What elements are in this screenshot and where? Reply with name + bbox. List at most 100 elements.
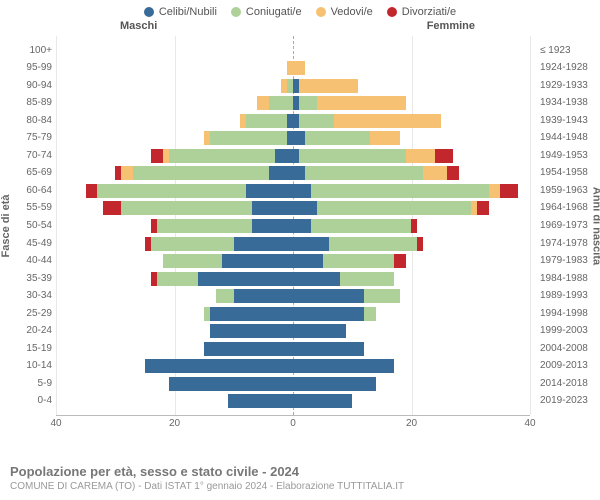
bar-segment bbox=[145, 359, 293, 373]
bar-segment bbox=[317, 201, 471, 215]
male-bar bbox=[145, 359, 293, 374]
y-left-label: 35-39 bbox=[0, 274, 52, 284]
bar-segment bbox=[157, 219, 252, 233]
legend-swatch bbox=[144, 7, 154, 17]
male-bar bbox=[204, 342, 293, 357]
male-bar bbox=[86, 184, 293, 199]
female-bar bbox=[293, 342, 364, 357]
legend-item: Divorziati/e bbox=[387, 6, 456, 18]
bar-segment bbox=[293, 184, 311, 198]
column-headers: Maschi Femmine bbox=[0, 20, 600, 36]
legend-item: Coniugati/e bbox=[231, 6, 302, 18]
female-bar bbox=[293, 96, 406, 111]
bar-segment bbox=[411, 219, 417, 233]
male-bar bbox=[115, 166, 293, 181]
male-bar bbox=[240, 114, 293, 129]
bar-segment bbox=[86, 184, 98, 198]
bar-segment bbox=[500, 184, 518, 198]
y-left-label: 45-49 bbox=[0, 239, 52, 249]
bar-segment bbox=[121, 201, 251, 215]
y-left-label: 20-24 bbox=[0, 326, 52, 336]
bar-segment bbox=[222, 254, 293, 268]
y-left-label: 30-34 bbox=[0, 291, 52, 301]
grid-line bbox=[56, 36, 57, 415]
bar-segment bbox=[293, 254, 323, 268]
x-tick-label: 0 bbox=[290, 418, 296, 429]
legend-swatch bbox=[231, 7, 241, 17]
bar-segment bbox=[293, 131, 305, 145]
y-left-label: 40-44 bbox=[0, 256, 52, 266]
female-bar bbox=[293, 272, 394, 287]
bar-segment bbox=[311, 184, 489, 198]
male-bar bbox=[151, 149, 293, 164]
y-left-label: 65-69 bbox=[0, 168, 52, 178]
legend-label: Vedovi/e bbox=[331, 6, 373, 18]
bar-segment bbox=[293, 377, 376, 391]
bar-segment bbox=[169, 377, 293, 391]
y-left-label: 70-74 bbox=[0, 151, 52, 161]
bar-segment bbox=[293, 307, 364, 321]
y-left-label: 50-54 bbox=[0, 221, 52, 231]
y-right-label: 2014-2018 bbox=[540, 379, 600, 389]
bar-segment bbox=[406, 149, 436, 163]
bar-segment bbox=[275, 149, 293, 163]
y-left-label: 0-4 bbox=[0, 396, 52, 406]
legend-swatch bbox=[316, 7, 326, 17]
y-right-label: 2019-2023 bbox=[540, 396, 600, 406]
y-left-label: 75-79 bbox=[0, 133, 52, 143]
bar-segment bbox=[293, 166, 305, 180]
x-tick-label: 20 bbox=[169, 418, 180, 429]
bar-segment bbox=[293, 272, 340, 286]
y-left-label: 95-99 bbox=[0, 63, 52, 73]
chart-subtitle: COMUNE DI CAREMA (TO) - Dati ISTAT 1° ge… bbox=[10, 481, 590, 492]
female-bar bbox=[293, 394, 352, 409]
bar-segment bbox=[323, 254, 394, 268]
bar-segment bbox=[311, 219, 412, 233]
bar-segment bbox=[340, 272, 393, 286]
bar-segment bbox=[216, 289, 234, 303]
bar-segment bbox=[252, 201, 293, 215]
bar-segment bbox=[293, 394, 352, 408]
male-bar bbox=[216, 289, 293, 304]
y-right-label: 2004-2008 bbox=[540, 344, 600, 354]
female-bar bbox=[293, 289, 400, 304]
female-bar bbox=[293, 149, 453, 164]
female-bar bbox=[293, 324, 346, 339]
y-right-label: 1984-1988 bbox=[540, 274, 600, 284]
male-bar bbox=[210, 324, 293, 339]
bar-segment bbox=[169, 149, 276, 163]
header-male: Maschi bbox=[120, 20, 157, 32]
bar-segment bbox=[204, 342, 293, 356]
y-right-label: ≤ 1923 bbox=[540, 46, 600, 56]
bar-segment bbox=[299, 149, 406, 163]
bar-segment bbox=[293, 219, 311, 233]
bar-segment bbox=[210, 131, 287, 145]
y-right-label: 1954-1958 bbox=[540, 168, 600, 178]
x-ticks: 402002040 bbox=[56, 418, 530, 432]
bar-segment bbox=[293, 324, 346, 338]
male-bar bbox=[169, 377, 293, 392]
male-bar bbox=[281, 79, 293, 94]
bar-segment bbox=[447, 166, 459, 180]
bar-segment bbox=[293, 342, 364, 356]
bar-segment bbox=[477, 201, 489, 215]
bar-segment bbox=[334, 114, 441, 128]
legend-item: Vedovi/e bbox=[316, 6, 373, 18]
y-right-label: 1969-1973 bbox=[540, 221, 600, 231]
y-left-label: 85-89 bbox=[0, 98, 52, 108]
legend: Celibi/NubiliConiugati/eVedovi/eDivorzia… bbox=[0, 0, 600, 20]
male-bar bbox=[228, 394, 293, 409]
bar-segment bbox=[228, 394, 293, 408]
x-tick-label: 20 bbox=[406, 418, 417, 429]
y-right-label: 2009-2013 bbox=[540, 361, 600, 371]
bar-segment bbox=[246, 184, 293, 198]
bar-segment bbox=[317, 96, 406, 110]
bar-segment bbox=[151, 237, 234, 251]
female-bar bbox=[293, 237, 423, 252]
female-bar bbox=[293, 184, 518, 199]
bar-segment bbox=[293, 359, 394, 373]
y-right-label: 1989-1993 bbox=[540, 291, 600, 301]
x-tick-label: 40 bbox=[524, 418, 535, 429]
bar-segment bbox=[151, 149, 163, 163]
y-right-label: 1979-1983 bbox=[540, 256, 600, 266]
